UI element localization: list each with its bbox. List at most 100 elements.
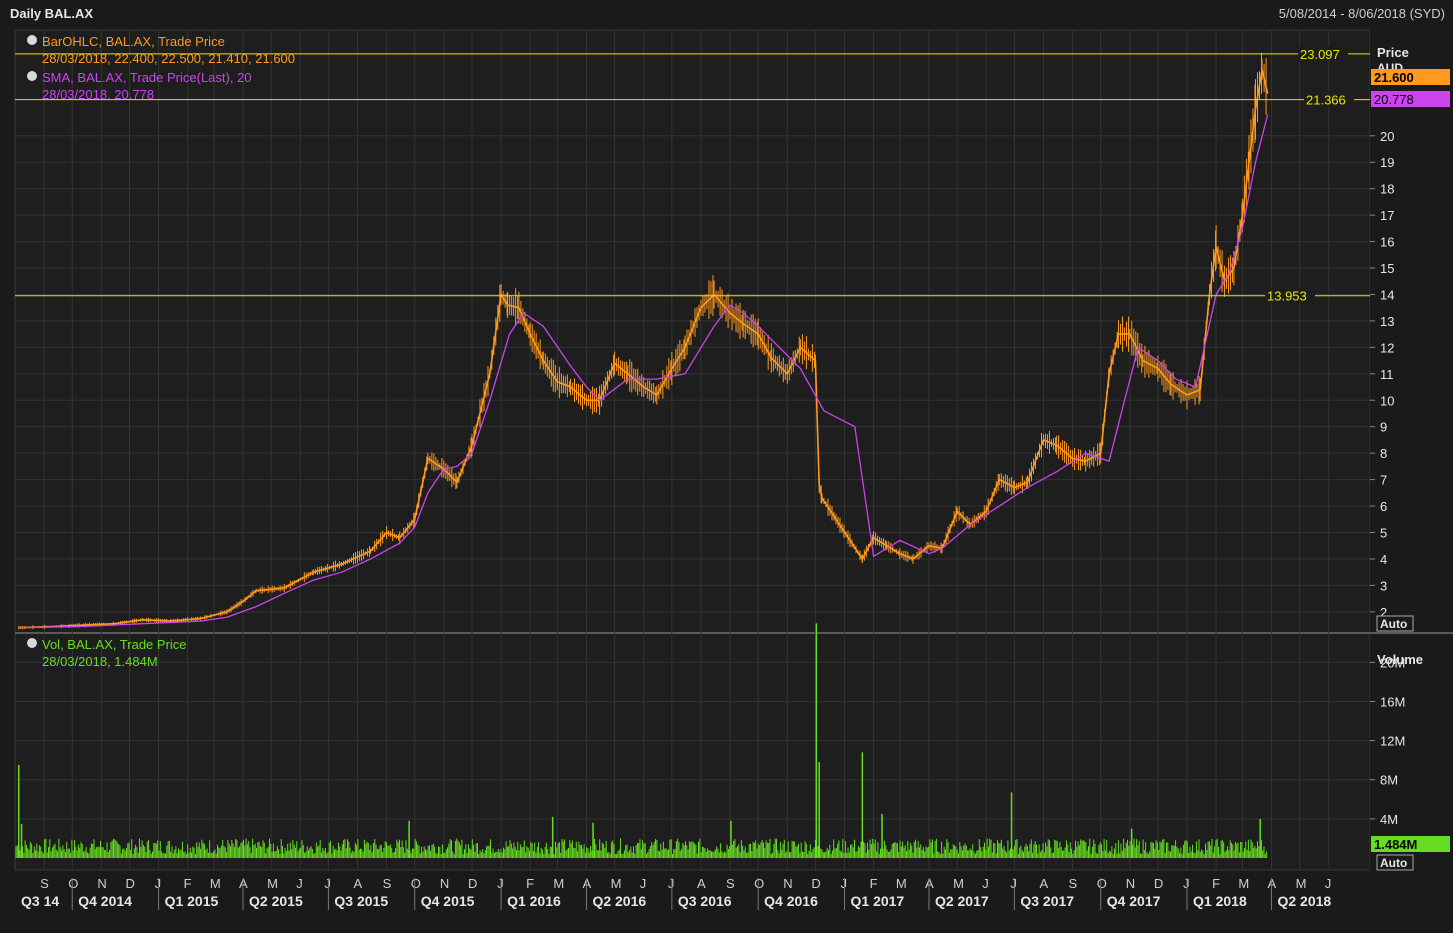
price-tick-label: 19 — [1380, 155, 1394, 170]
month-label: S — [1069, 876, 1078, 891]
quarter-label: Q3 2017 — [1020, 893, 1074, 909]
price-tick-label: 17 — [1380, 208, 1394, 223]
month-label: N — [783, 876, 792, 891]
month-label: O — [1097, 876, 1107, 891]
volume-tick-label: 4M — [1380, 812, 1398, 827]
hline-label: 21.366 — [1306, 93, 1346, 108]
month-label: M — [210, 876, 221, 891]
quarter-label: Q2 2016 — [592, 893, 646, 909]
month-label: D — [125, 876, 134, 891]
price-auto-label: Auto — [1380, 617, 1407, 631]
grid-lines — [15, 30, 1370, 870]
month-label: S — [383, 876, 392, 891]
volume-tick-label: 8M — [1380, 773, 1398, 788]
quarter-label: Q4 2014 — [78, 893, 132, 909]
month-label: N — [440, 876, 449, 891]
volume-legend: Vol, BAL.AX, Trade Price — [42, 637, 187, 652]
volume-values: 28/03/2018, 1.484M — [42, 654, 158, 669]
month-label: M — [953, 876, 964, 891]
month-label: M — [611, 876, 622, 891]
legend-handle-icon[interactable] — [27, 35, 37, 45]
month-label: J — [497, 876, 504, 891]
price-tick-label: 15 — [1380, 261, 1394, 276]
month-label: J — [1010, 876, 1017, 891]
price-tick-label: 18 — [1380, 182, 1394, 197]
last-price-badge — [1371, 69, 1450, 85]
price-tick-label: 8 — [1380, 446, 1387, 461]
month-label: O — [754, 876, 764, 891]
month-label: J — [841, 876, 848, 891]
month-label: D — [468, 876, 477, 891]
month-label: S — [40, 876, 49, 891]
volume-axis-title: Volume — [1377, 652, 1423, 667]
month-label: J — [324, 876, 331, 891]
price-tick-label: 3 — [1380, 578, 1387, 593]
month-label: D — [811, 876, 820, 891]
month-label: D — [1154, 876, 1163, 891]
price-tick-label: 16 — [1380, 235, 1394, 250]
quarter-label: Q4 2016 — [764, 893, 818, 909]
price-auto-button[interactable] — [1376, 615, 1414, 632]
month-label: F — [870, 876, 878, 891]
quarter-label: Q3 2015 — [334, 893, 388, 909]
price-tick-label: 6 — [1380, 499, 1387, 514]
last-volume-value: 1.484M — [1374, 837, 1417, 852]
price-series — [18, 52, 1269, 630]
price-tick-label: 11 — [1380, 367, 1394, 382]
month-label: F — [526, 876, 534, 891]
hline-label: 23.097 — [1300, 47, 1340, 62]
price-axis-area[interactable] — [1370, 30, 1453, 633]
volume-bars — [15, 623, 1268, 858]
price-tick-label: 13 — [1380, 314, 1394, 329]
volume-tick-label: 16M — [1380, 694, 1405, 709]
month-label: J — [296, 876, 303, 891]
sma-value: 20.778 — [1374, 92, 1414, 107]
hline-label-bg — [1304, 91, 1354, 107]
month-label: O — [68, 876, 78, 891]
last-volume-badge — [1371, 836, 1450, 852]
quarter-label: Q2 2017 — [935, 893, 989, 909]
horizontal-lines: 23.097 21.366 13.953 — [15, 45, 1370, 304]
axes: 2 3 4 5 6 7 8 9 10 11 12 13 14 15 16 17 18 19 20 4M 8M 12M 16M… — [21, 129, 1405, 910]
quarter-label: Q1 2016 — [507, 893, 561, 909]
volume-auto-label: Auto — [1380, 856, 1407, 870]
month-label: N — [97, 876, 106, 891]
sma-line — [18, 114, 1269, 629]
sma-badge — [1371, 91, 1450, 107]
hline-label: 13.953 — [1267, 289, 1307, 304]
price-tick-label: 5 — [1380, 526, 1387, 541]
volume-tick-label: 12M — [1380, 734, 1405, 749]
last-price-value: 21.600 — [1374, 70, 1414, 85]
price-tick-label: 12 — [1380, 340, 1394, 355]
month-label: J — [1325, 876, 1332, 891]
price-axis-title: Price — [1377, 45, 1409, 60]
price-tick-label: 2 — [1380, 605, 1387, 620]
month-label: F — [1212, 876, 1220, 891]
title-bar: Daily BAL.AX 5/08/2014 - 8/06/2018 (SYD) — [0, 0, 1453, 28]
volume-panel[interactable] — [14, 632, 1371, 871]
quarter-label: Q4 2015 — [421, 893, 475, 909]
price-tick-label: 10 — [1380, 393, 1394, 408]
date-range: 5/08/2014 - 8/06/2018 (SYD) — [1278, 6, 1445, 21]
volume-auto-button[interactable] — [1376, 854, 1414, 871]
month-label: A — [697, 876, 706, 891]
quarter-label: Q4 2017 — [1107, 893, 1161, 909]
legend-handle-icon[interactable] — [27, 71, 37, 81]
hline-label-bg — [1265, 287, 1315, 303]
quarter-label: Q3 14 — [21, 893, 59, 909]
quarter-label: Q1 2017 — [851, 893, 905, 909]
chart-title: Daily BAL.AX — [10, 6, 94, 21]
price-tick-label: 14 — [1380, 287, 1394, 302]
month-label: S — [726, 876, 735, 891]
ohlc-legend: BarOHLC, BAL.AX, Trade Price — [42, 34, 225, 49]
volume-axis-area[interactable] — [1370, 633, 1453, 870]
month-label: M — [896, 876, 907, 891]
month-label: A — [1039, 876, 1048, 891]
price-tick-label: 20 — [1380, 129, 1394, 144]
month-label: M — [267, 876, 278, 891]
month-label: M — [1296, 876, 1307, 891]
quarter-label: Q1 2015 — [165, 893, 219, 909]
legend-handle-icon[interactable] — [27, 638, 37, 648]
volume-tick-label: 20M — [1380, 655, 1405, 670]
